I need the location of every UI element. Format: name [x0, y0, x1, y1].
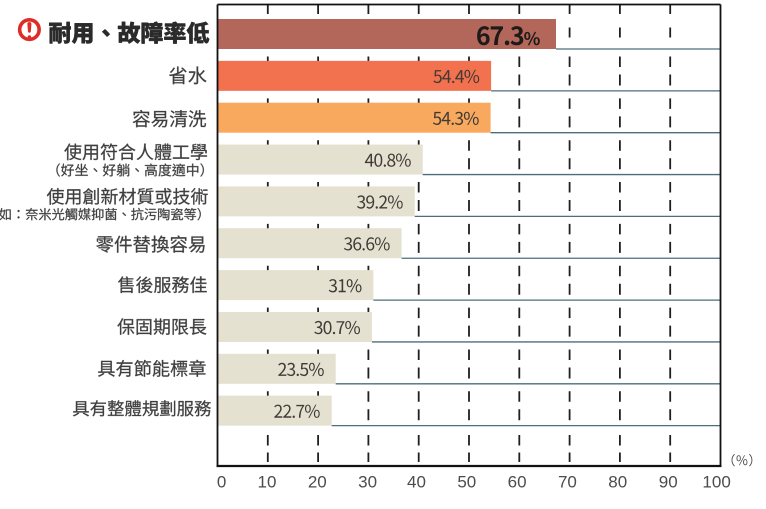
svg-text:10: 10 — [258, 473, 277, 492]
svg-text:80: 80 — [608, 473, 627, 492]
svg-text:50: 50 — [457, 473, 476, 492]
svg-text:90: 90 — [659, 473, 678, 492]
svg-text:30: 30 — [358, 473, 377, 492]
svg-text:70: 70 — [558, 473, 577, 492]
svg-text:0: 0 — [217, 473, 226, 492]
svg-text:60: 60 — [508, 473, 527, 492]
svg-text:100: 100 — [702, 473, 730, 492]
svg-text:40: 40 — [407, 473, 426, 492]
svg-text:20: 20 — [308, 473, 327, 492]
